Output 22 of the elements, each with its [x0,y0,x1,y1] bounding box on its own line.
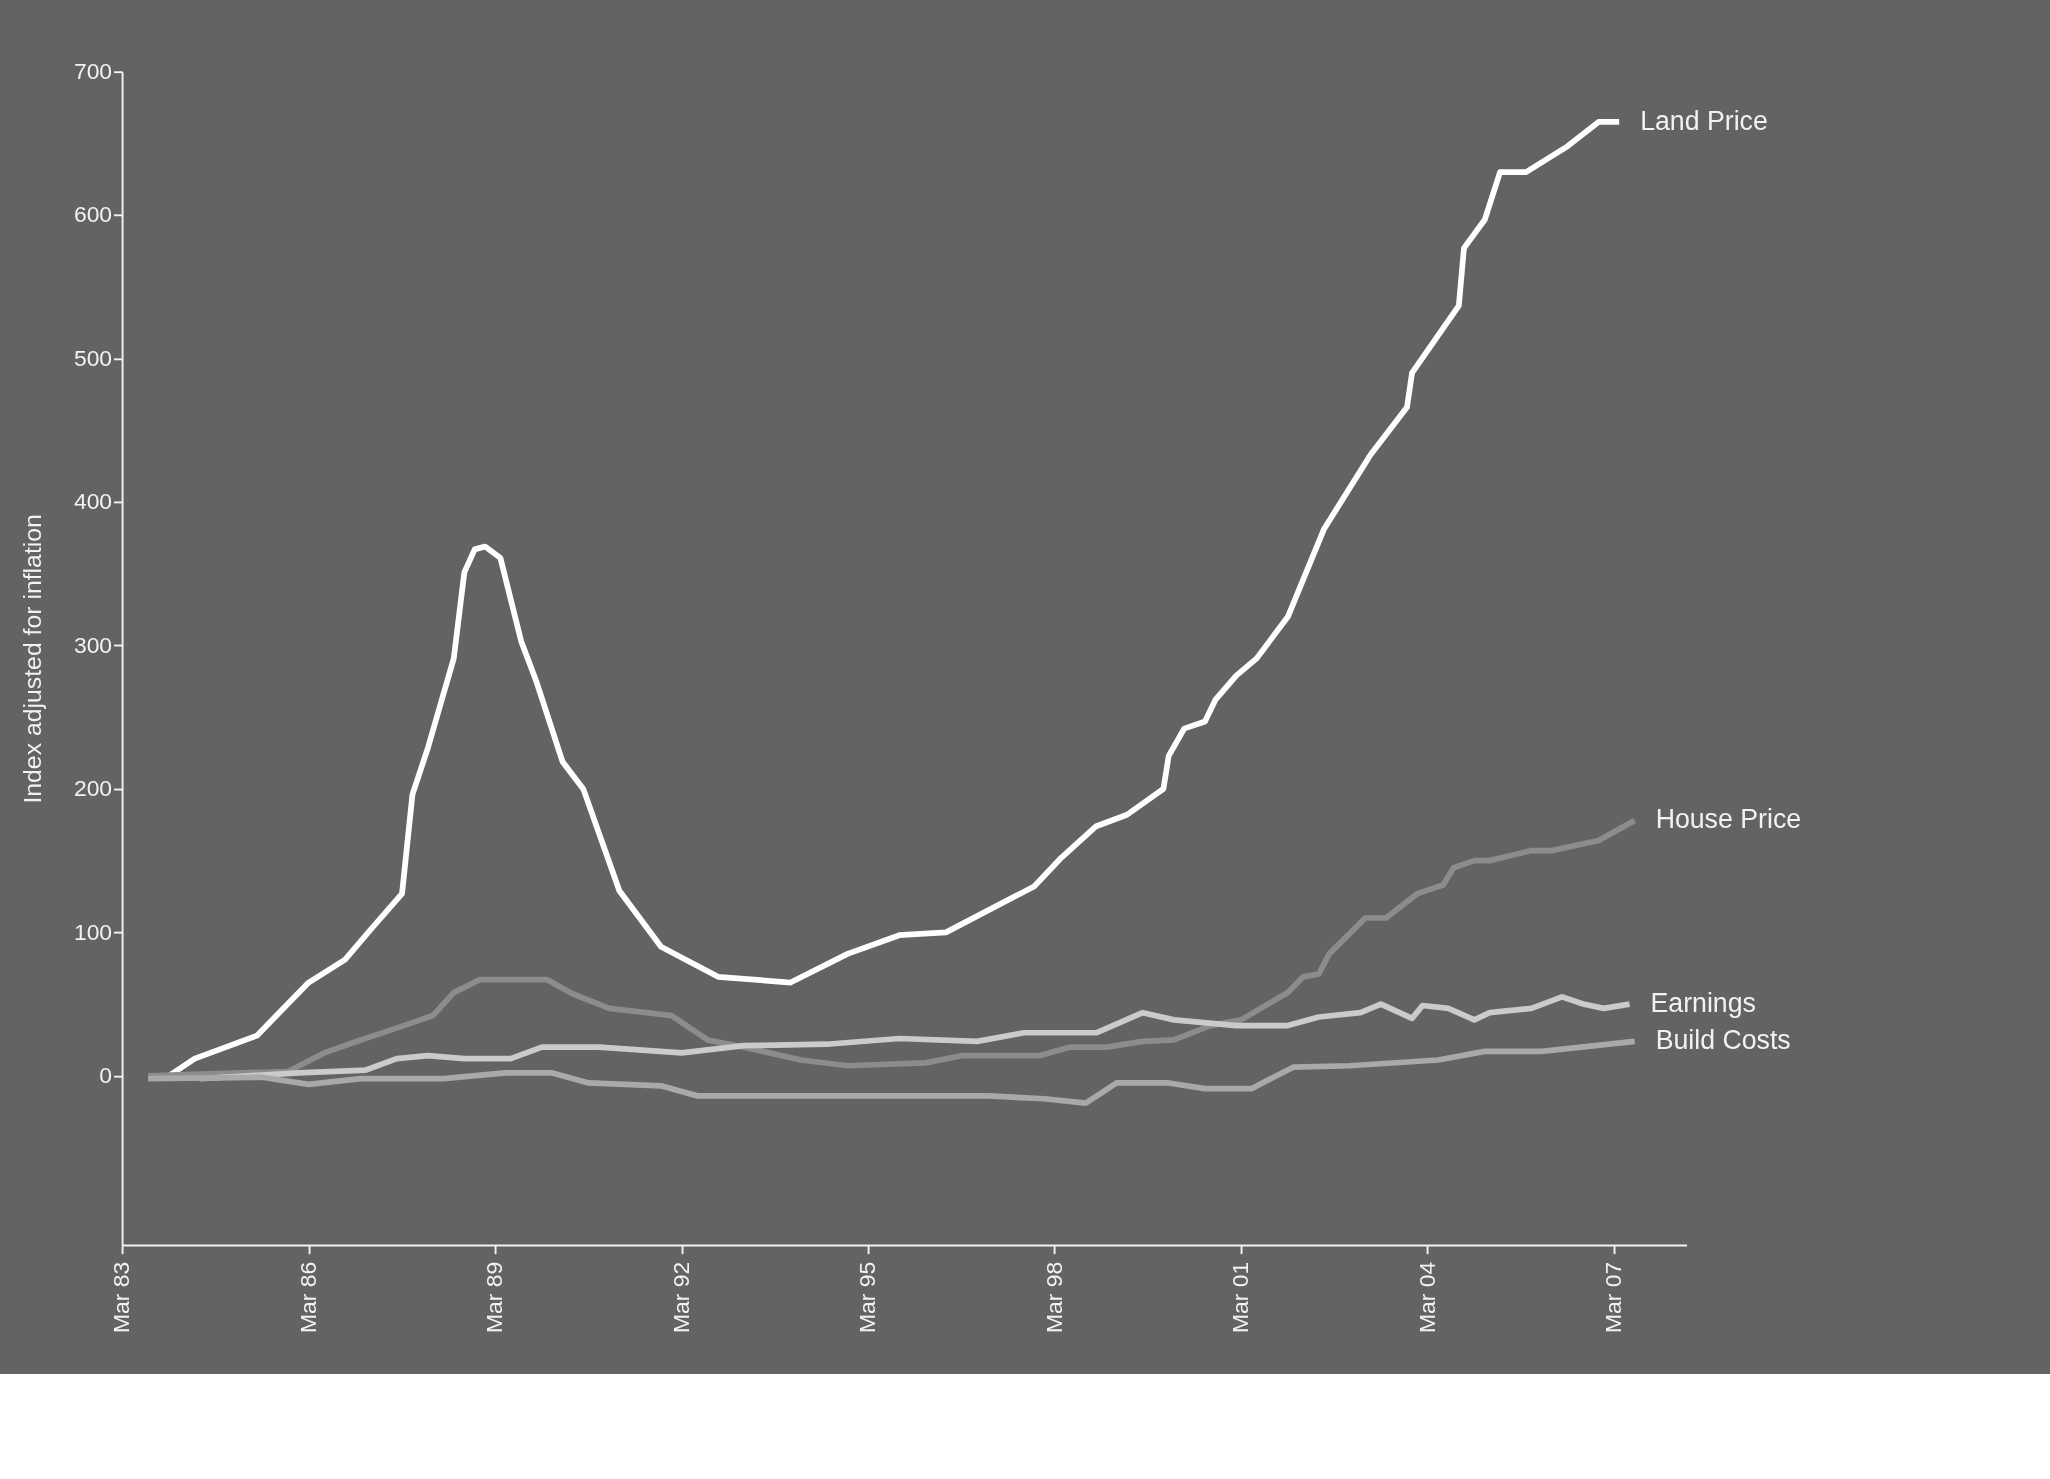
y-tick-label: 200 [73,775,113,802]
y-tick-label: 0 [99,1061,113,1088]
y-tick-label: 400 [73,488,113,515]
series-label: House Price [1655,804,1802,835]
x-tick-label: Mar 86 [294,1261,321,1333]
x-tick-label: Mar 83 [108,1261,135,1333]
y-tick-label: 500 [73,344,113,371]
x-tick-label: Mar 01 [1227,1261,1254,1333]
x-tick-label: Mar 98 [1040,1261,1067,1333]
y-tick-label: 600 [73,201,113,228]
x-tick-label: Mar 89 [481,1261,508,1333]
y-tick-label: 100 [73,918,113,945]
y-tick-label: 700 [73,57,113,84]
x-tick-label: Mar 95 [854,1261,881,1333]
series-label: Earnings [1650,987,1756,1018]
x-tick-label: Mar 04 [1413,1261,1440,1333]
x-tick-label: Mar 07 [1600,1261,1627,1333]
series-label: Build Costs [1655,1025,1791,1055]
series-label: Land Price [1640,105,1768,136]
x-tick-label: Mar 92 [667,1261,694,1333]
y-tick-label: 300 [73,631,113,658]
y-axis-title: Index adjusted for inflation [18,514,46,804]
